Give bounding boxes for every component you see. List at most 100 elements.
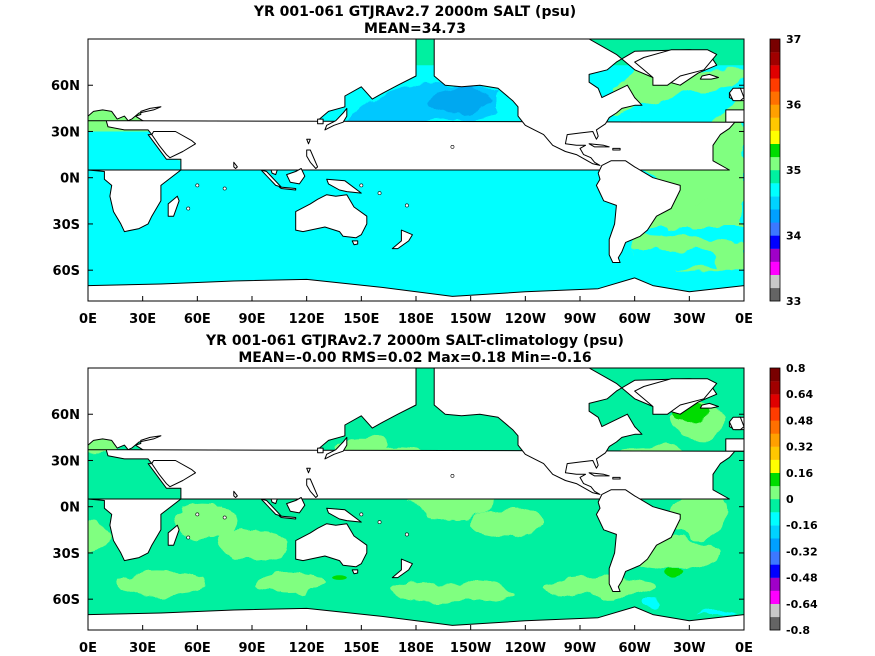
- land-22: [612, 147, 621, 151]
- southern-ocean-atl: [634, 247, 717, 271]
- colorbar-frame: [769, 38, 781, 302]
- colorbar-label: 0.16: [786, 467, 813, 480]
- land-10: [260, 498, 282, 517]
- y-tick-label: 30N: [51, 454, 80, 469]
- colorbar-swatch: [770, 274, 780, 289]
- land-24: [699, 73, 719, 80]
- island-3: [450, 473, 455, 478]
- land-5: [151, 460, 196, 488]
- colorbar-label: 0.48: [786, 414, 813, 427]
- anomaly-patch-10: [543, 576, 653, 598]
- x-axis-ticks-top: 0E 30E 60E 90E 120E 150E 180E 150W 120W 90W 60W 30W…: [79, 296, 753, 327]
- colorbar-swatch: [770, 577, 780, 591]
- land-4: [167, 524, 180, 546]
- x-tick-label: 0E: [735, 641, 753, 656]
- colorbar-swatch: [770, 368, 780, 382]
- land-25: [88, 606, 744, 630]
- colorbar-bottom: -0.8 -0.64 -0.48 -0.32 -0.16 0 0.16 0.32 0.48 0.6…: [769, 362, 818, 637]
- colorbar-swatch: [770, 603, 780, 618]
- colorbar-swatch: [770, 616, 780, 631]
- colorbar-label: 37: [786, 33, 801, 46]
- x-tick-label: 60W: [618, 641, 650, 656]
- land-10: [260, 169, 282, 188]
- land-4: [167, 195, 180, 217]
- land-1: [725, 109, 744, 123]
- colorbar-label: 36: [786, 99, 802, 112]
- x-tick-label: 30E: [129, 641, 156, 656]
- land-14: [306, 478, 319, 498]
- land-21: [588, 143, 610, 148]
- colorbar-swatch: [770, 65, 780, 79]
- land-17: [306, 467, 311, 474]
- colorbar-swatch: [770, 459, 780, 473]
- land-7: [351, 569, 359, 575]
- map-bottom: [87, 367, 745, 631]
- colorbar-label: 0.8: [786, 362, 806, 375]
- colorbar-swatch: [770, 52, 780, 66]
- x-tick-label: 0E: [735, 312, 753, 327]
- island-0: [195, 512, 200, 517]
- map-field-layer: [88, 39, 744, 301]
- anomaly-patch-6: [215, 529, 289, 561]
- colorbar-label: -0.16: [786, 519, 818, 532]
- land-16: [317, 118, 324, 125]
- island-3: [450, 144, 455, 149]
- colorbar-swatch: [770, 394, 780, 408]
- island-0: [195, 183, 200, 188]
- north-pacific-core: [428, 88, 495, 113]
- land-9: [286, 168, 306, 185]
- island-6: [359, 183, 364, 188]
- colorbar-swatch: [770, 183, 780, 197]
- land-17: [306, 138, 311, 145]
- land-11: [278, 515, 297, 520]
- island-2: [186, 535, 191, 540]
- colorbar-swatch: [770, 420, 780, 434]
- panel-top-subtitle: MEAN=34.73: [364, 21, 466, 37]
- y-tick-label: 60S: [53, 593, 80, 608]
- colorbar-label: 0: [786, 493, 794, 506]
- land-13: [324, 107, 348, 131]
- colorbar-swatch: [770, 512, 780, 526]
- colorbar-swatch: [770, 209, 780, 223]
- y-axis-ticks-bottom: 60N 30N 0N 30S 60S: [51, 408, 744, 608]
- south-atlantic-patch: [665, 568, 684, 578]
- colorbar-label: -0.64: [786, 598, 818, 611]
- colorbar-swatch: [770, 381, 780, 395]
- land-23: [728, 87, 744, 102]
- colorbar-swatch: [770, 222, 780, 236]
- colorbar-swatch: [770, 117, 780, 131]
- island-5: [377, 520, 382, 525]
- land-22: [612, 476, 621, 480]
- land-1: [725, 438, 744, 452]
- panel-top-title: YR 001-061 GTJRAv2.7 2000m SALT (psu): [253, 4, 576, 20]
- panel-top: YR 001-061 GTJRAv2.7 2000m SALT (psu) ME…: [51, 4, 802, 327]
- colorbar-swatch: [770, 433, 780, 447]
- y-tick-label: 0N: [60, 172, 80, 187]
- map-top: [87, 38, 745, 302]
- x-tick-label: 90E: [239, 641, 266, 656]
- colorbar-swatch: [770, 78, 780, 92]
- colorbar-label: 35: [786, 164, 801, 177]
- colorbar-swatch: [770, 551, 780, 565]
- colorbar-label: -0.8: [786, 624, 810, 637]
- land-13: [324, 436, 348, 460]
- weddell-patch: [698, 608, 735, 615]
- island-4: [404, 203, 409, 208]
- anomaly-patch-5: [173, 503, 240, 541]
- land-16: [317, 447, 324, 454]
- colorbar-label: 0.32: [786, 441, 813, 454]
- land-20: [595, 160, 681, 263]
- colorbar-label: -0.48: [786, 572, 818, 585]
- x-tick-label: 90E: [239, 312, 266, 327]
- x-tick-label: 180E: [398, 312, 434, 327]
- x-tick-label: 30W: [673, 312, 705, 327]
- land-25: [88, 277, 744, 301]
- land-19: [634, 49, 718, 86]
- colorbar-swatch: [770, 196, 780, 210]
- land-9: [286, 497, 306, 514]
- colorbar-swatch: [770, 525, 780, 539]
- x-tick-label: 90W: [564, 312, 596, 327]
- x-tick-label: 0E: [79, 312, 97, 327]
- y-tick-label: 60N: [51, 79, 80, 94]
